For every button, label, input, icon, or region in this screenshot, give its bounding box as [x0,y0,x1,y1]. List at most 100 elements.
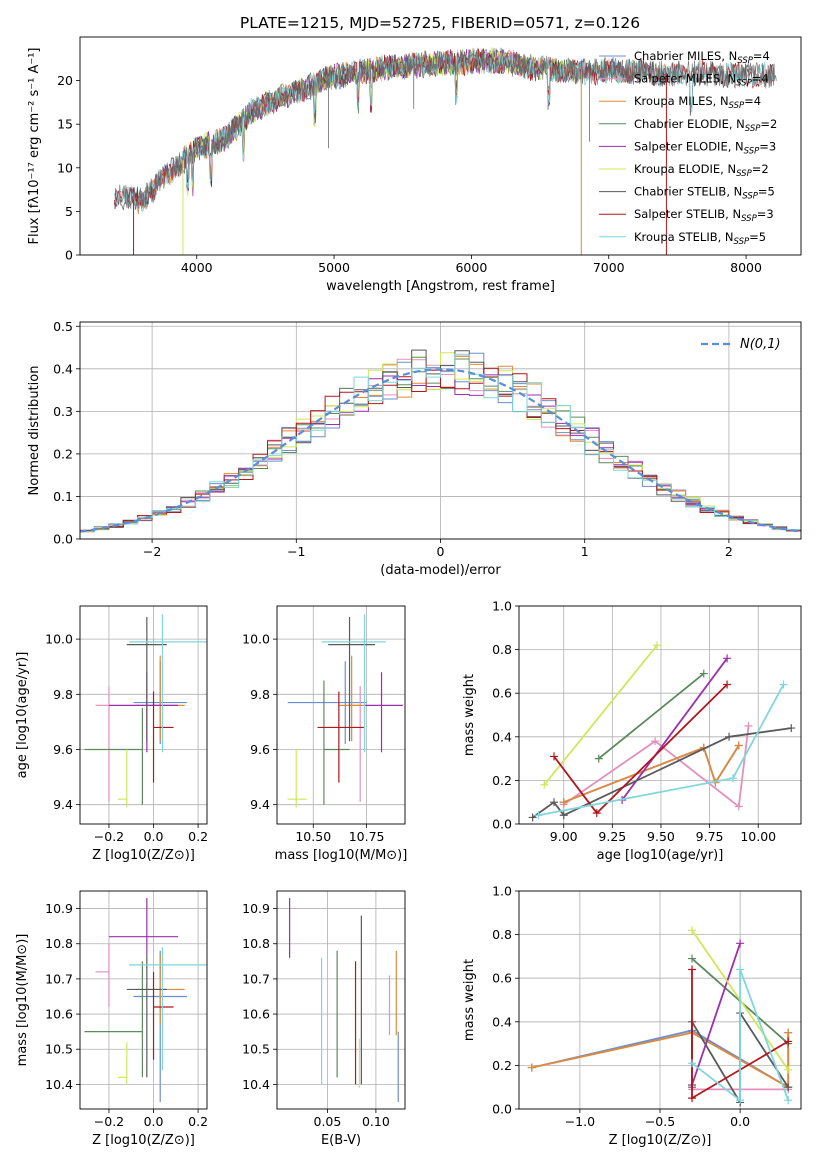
weight-marker-salp_stelib [688,965,697,974]
weight-marker-krou_elodie [540,780,549,789]
legend-label-salp_elodie: Salpeter ELODIE, NSSP=3 [634,139,776,156]
y-tick-label: 0 [65,248,73,263]
y-tick-label: 10.5 [242,1042,270,1057]
y-tick-label: 10.5 [45,1042,73,1057]
x-tick-label: 0.2 [188,829,208,844]
y-tick-label: 15 [57,117,73,132]
weight-line-salp_elodie [621,657,728,801]
x-tick-label: 10.50 [295,829,331,844]
legend-label-text: Salpeter ELODIE, N [634,139,744,153]
legend-label-sub: SSP [734,237,750,247]
legend-label-text: Kroupa ELODIE, N [634,162,736,176]
plot-area-age_vs_mass [287,614,403,808]
weight-marker-krou_stelib [688,1059,697,1068]
y-tick-label: 0.0 [492,817,512,832]
plot-area-weight_vs_Z [527,926,793,1107]
y-tick-label: 10.9 [242,901,270,916]
axes-mass_vs_ebv: 0.05 0.10 10.4 10.5 10.6 10.7 10.8 10.9 E(B-V) [242,890,406,1148]
axes-weight_vs_Z: −1.0 −0.5 0.0 0.0 0.2 0.4 0.6 0.8 1.0 Z [log10(Z/… [462,884,802,1148]
x-axis-label: wavelength [Angstrom, rest frame] [326,279,555,294]
y-tick-label: 9.8 [250,687,270,702]
weight-marker-chab_stelib [725,732,734,741]
plot-area-mass_vs_ebv [289,898,399,1102]
y-tick-label: 0.8 [492,642,512,657]
weight-line-chab_elodie [598,672,705,760]
axes-frame [518,890,802,1110]
weight-marker-krou_miles [559,798,568,807]
y-tick-label: 9.4 [250,797,270,812]
y-tick-label: 5 [65,204,73,219]
y-tick-label: 10.4 [242,1077,270,1092]
axes-frame [79,321,802,540]
weight-marker-krou_miles [734,741,743,750]
weight-marker-salp_stelib [784,1037,793,1046]
legend-label-sub: SSP [736,169,752,179]
x-tick-label: −0.2 [94,829,124,844]
weight-marker-salp_stelib [688,1094,697,1103]
legend-label-text: Salpeter STELIB, N [634,207,741,221]
y-axis-label: mass weight [462,959,477,1041]
legend-label-text: Chabrier MILES, N [634,49,737,63]
x-tick-label: 7000 [593,260,625,275]
weight-marker-salp_elodie [723,654,732,663]
legend-label-chab_miles: Chabrier MILES, NSSP=4 [634,49,770,66]
y-tick-label: 0.6 [492,686,512,701]
spectrum-line-krou_elodie [182,47,582,197]
legend-label-sub: SSP [737,56,753,66]
legend-label-sub: SSP [742,192,758,202]
y-tick-label: 10.6 [45,1007,73,1022]
weight-marker-chab_elodie [594,754,603,763]
x-axis-label: Z [log10(Z/Z⊙)] [609,1133,712,1148]
x-axis-label: Z [log10(Z/Z⊙)] [92,848,195,863]
weight-marker-salp_miles [744,721,753,730]
x-axis-label: (data-model)/error [380,563,501,578]
x-tick-label: 0.0 [144,1114,164,1129]
y-axis-label: mass [log10(M/M⊙)] [15,934,30,1067]
weight-marker-krou_stelib [534,811,543,820]
x-tick-label: 9.00 [550,829,578,844]
x-tick-label: −0.5 [645,1114,675,1129]
y-tick-label: 10 [57,160,73,175]
axes-frame [276,605,406,825]
weight-marker-krou_stelib [736,965,745,974]
x-tick-label: 8000 [730,260,762,275]
weight-marker-salp_stelib [723,680,732,689]
weight-marker-salp_elodie [736,939,745,948]
weight-marker-krou_stelib [779,680,788,689]
axes-residuals: −2 −1 0 1 2 0.0 0.1 0.2 0.3 0.4 0.5 (data-model)/er… [27,319,802,578]
legend-label-krou_stelib: Kroupa STELIB, NSSP=5 [634,230,766,247]
y-tick-label: 0.2 [53,446,73,461]
y-tick-label: 1.0 [492,599,512,614]
x-tick-label: 10.75 [349,829,385,844]
axes-frame [79,890,208,1110]
legend-label-krou_elodie: Kroupa ELODIE, NSSP=2 [634,162,769,179]
weight-marker-salp_miles [651,737,660,746]
y-tick-label: 9.6 [250,742,270,757]
y-axis-label: mass weight [462,674,477,756]
plot-area-mass_vs_Z [84,898,207,1102]
legend-label-chab_stelib: Chabrier STELIB, NSSP=5 [634,185,775,202]
legend-label-count: =3 [759,139,776,153]
x-axis-label: E(B-V) [321,1133,361,1148]
legend-label-count: =4 [744,94,761,108]
y-tick-label: 10.0 [242,632,270,647]
y-tick-label: 9.4 [53,797,73,812]
x-tick-label: 9.50 [647,829,675,844]
x-axis-label: age [log10(age/yr)] [597,848,724,863]
legend-label-sub: SSP [729,101,745,111]
weight-marker-krou_miles [527,1063,536,1072]
y-tick-label: 10.8 [45,936,73,951]
y-tick-label: 10.7 [45,971,73,986]
y-tick-label: 0.2 [492,773,512,788]
normal-curve [80,368,801,533]
legend-label-sub: SSP [741,214,757,224]
x-tick-label: 1 [581,544,589,559]
legend-label-sub: SSP [736,79,752,89]
axes-age_vs_Z: −0.2 0.0 0.2 9.4 9.6 9.8 10.0 Z [log10(Z/Z⊙)] ag… [15,605,208,863]
y-tick-label: 10.4 [45,1077,73,1092]
weight-marker-chab_elodie [699,669,708,678]
spectrum-line-krou_stelib [113,47,774,213]
legend-label-chab_elodie: Chabrier ELODIE, NSSP=2 [634,117,777,134]
